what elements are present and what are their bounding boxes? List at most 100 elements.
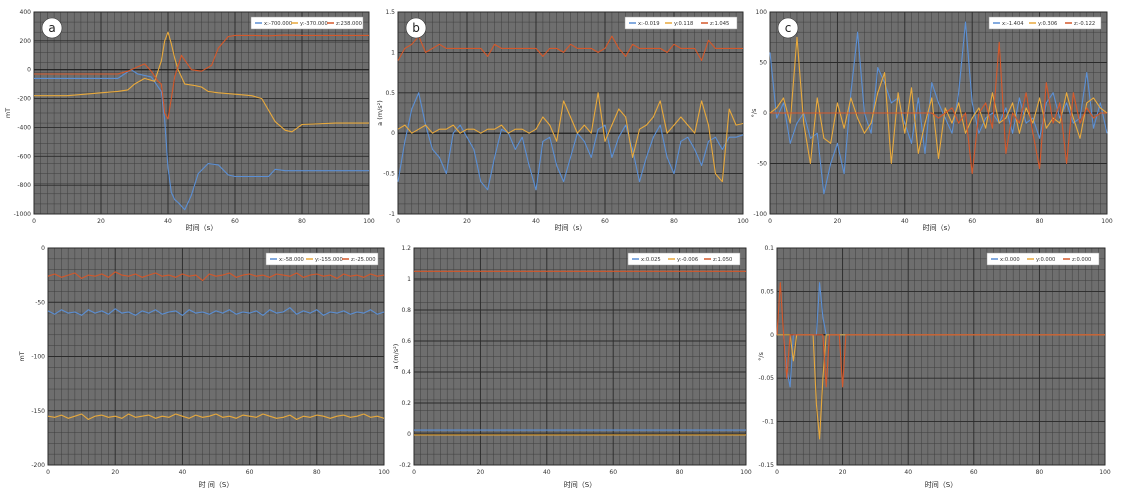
x-tick-label: 0 [775, 469, 779, 476]
chart-svg: 0 20 40 60 80 100 -100 -50 0 50 100 时间（s） °/s x:-1.40… [750, 9, 1113, 232]
x-tick-label: 60 [970, 469, 978, 476]
chart-panel-3: 0 20 40 60 80 100 -200 -150 -100 -50 0 时 间（S） mT x:-5… [0, 240, 390, 489]
y-tick-label: -100 [753, 211, 767, 218]
x-tick-label: 0 [32, 218, 36, 225]
series-line-2 [770, 41, 1107, 175]
y-axis-label: °/s [757, 351, 765, 360]
series-line-2 [47, 271, 385, 282]
y-tick-label: 0 [391, 130, 395, 137]
panel-label-badge [777, 17, 799, 39]
legend-label: z:238.000 [336, 21, 362, 27]
y-axis-label: mT [18, 351, 26, 361]
y-tick-label: 0.4 [401, 369, 411, 376]
y-tick-label: 0.05 [761, 288, 775, 295]
y-tick-label: 50 [759, 60, 767, 67]
x-tick-label: 0 [412, 469, 416, 476]
y-tick-label: 1.5 [385, 9, 395, 16]
series-line-0 [34, 69, 369, 211]
x-tick-label: 80 [298, 218, 306, 225]
y-tick-label: -600 [17, 153, 31, 160]
y-axis-label: a (m/s²) [392, 344, 400, 370]
legend-label: x:0.000 [1000, 257, 1020, 263]
y-tick-label: -150 [31, 408, 45, 415]
legend-label: z:1.045 [710, 21, 729, 27]
x-tick-label: 20 [839, 469, 847, 476]
y-axis-label: °/s [750, 108, 758, 117]
x-tick-label: 60 [246, 469, 254, 476]
chart-svg: 0 20 40 60 80 100 -1 -0.5 0 0.5 1 1.5 时间（s） a (m/s²) x… [376, 9, 749, 232]
x-tick-label: 80 [313, 469, 321, 476]
x-tick-label: 40 [164, 218, 172, 225]
y-tick-label: 0 [770, 332, 774, 339]
legend-label: y:-0.006 [677, 257, 698, 263]
x-tick-label: 60 [601, 218, 609, 225]
x-tick-label: 80 [676, 469, 684, 476]
x-axis-label: 时间（s） [923, 223, 955, 232]
x-axis-label: 时间（S） [925, 480, 957, 489]
y-tick-label: 0.6 [401, 338, 411, 345]
series-line-1 [769, 36, 1108, 165]
series-line-1 [34, 31, 369, 133]
x-tick-label: 40 [901, 218, 909, 225]
panel-label: c [785, 21, 792, 35]
y-tick-label: 0.1 [764, 245, 774, 252]
x-tick-label: 20 [477, 469, 485, 476]
chart-svg: 0 20 40 60 80 100 -1000 -800 -600 -400 -200 0 200 400… [4, 9, 375, 232]
panel-label: b [412, 21, 420, 35]
series-line-0 [769, 21, 1108, 195]
y-tick-label: 0.8 [401, 307, 411, 314]
chart-svg: 0 20 40 60 80 100-0.200.20.40.60.811.2时间（S）a … [392, 245, 752, 489]
y-tick-label: -100 [31, 354, 45, 361]
panel-label-badge [41, 17, 63, 39]
x-tick-label: 0 [396, 218, 400, 225]
series-line-0 [397, 92, 744, 191]
y-tick-label: -0.05 [758, 375, 774, 382]
y-tick-label: -50 [757, 161, 767, 168]
x-tick-label: 0 [768, 218, 772, 225]
series-line-1 [777, 334, 1105, 440]
y-tick-label: 0 [27, 67, 31, 74]
legend [624, 16, 738, 30]
y-tick-label: 0 [763, 110, 767, 117]
panel-label: a [48, 21, 55, 35]
chart-panel-1: 0 20 40 60 80 100 -1 -0.5 0 0.5 1 1.5 时间（s） a (m/s²) x… [374, 0, 749, 232]
series-line-1 [47, 413, 385, 420]
y-axis-label: mT [4, 108, 12, 118]
y-tick-label: -800 [17, 182, 31, 189]
x-tick-label: 100 [737, 218, 749, 225]
x-axis-label: 时间（S） [564, 480, 596, 489]
y-tick-label: 400 [20, 9, 32, 16]
x-tick-label: 20 [463, 218, 471, 225]
series-line-2 [776, 282, 1105, 388]
x-tick-label: 80 [670, 218, 678, 225]
x-tick-label: 40 [904, 469, 912, 476]
x-tick-label: 100 [378, 469, 390, 476]
legend-label: x:-58.000 [279, 257, 304, 263]
y-tick-label: -0.1 [762, 419, 774, 426]
x-tick-label: 60 [968, 218, 976, 225]
x-tick-label: 100 [363, 218, 375, 225]
x-tick-label: 60 [231, 218, 239, 225]
legend-label: y:0.306 [1038, 21, 1057, 27]
y-tick-label: 200 [20, 38, 32, 45]
y-axis-label: a (m/s²) [376, 100, 384, 126]
y-tick-label: -200 [17, 96, 31, 103]
x-axis-label: 时间（s） [186, 223, 218, 232]
legend-label: x:0.025 [641, 257, 661, 263]
legend-label: y:-370.000 [300, 21, 328, 27]
series-line-2 [397, 35, 743, 62]
chart-svg: 0 20 40 60 80 100 -200 -150 -100 -50 0 时 间（S） mT x:-5… [18, 245, 390, 489]
y-tick-label: 0.5 [385, 90, 395, 97]
y-tick-label: -400 [17, 124, 31, 131]
y-tick-label: -1000 [14, 211, 32, 218]
y-tick-label: 100 [756, 9, 768, 16]
y-tick-label: 1 [391, 49, 395, 56]
x-tick-label: 40 [179, 469, 187, 476]
series-line-0 [47, 307, 385, 316]
x-tick-label: 80 [1036, 218, 1044, 225]
y-tick-label: 0.2 [401, 400, 411, 407]
y-tick-label: -0.2 [399, 462, 411, 469]
x-axis-label: 时间（s） [555, 223, 587, 232]
x-tick-label: 100 [740, 469, 752, 476]
series-line-1 [397, 92, 744, 183]
